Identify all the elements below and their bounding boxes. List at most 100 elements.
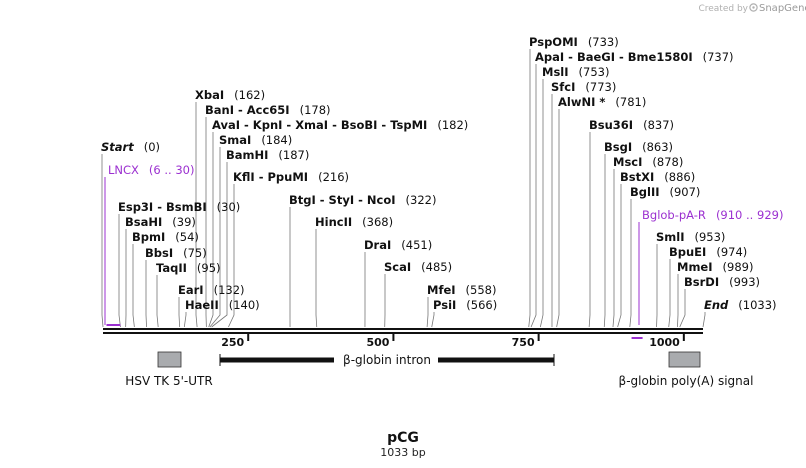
snapgene-branding: Created by SnapGene xyxy=(698,3,806,14)
site-position: (737) xyxy=(703,50,734,64)
site-position: (1033) xyxy=(738,298,776,312)
site-position: (187) xyxy=(278,148,309,162)
site-label-msci: MscI (878) xyxy=(613,155,683,169)
site-name: SfcI xyxy=(551,80,575,94)
site-leader-psii xyxy=(431,312,435,328)
tick-label-250: 250 xyxy=(221,336,244,349)
site-position: (322) xyxy=(406,193,437,207)
site-leader-pspomi xyxy=(528,49,531,328)
site-position: (140) xyxy=(229,298,260,312)
site-label-mmei: MmeI (989) xyxy=(677,260,753,274)
site-leader-bpuei xyxy=(668,259,671,328)
site-position: (75) xyxy=(183,246,207,260)
site-position: (178) xyxy=(300,103,331,117)
site-position: (184) xyxy=(261,133,292,147)
site-label-eari: EarI (132) xyxy=(178,283,245,297)
site-label-kfli-ppumi: KflI - PpuMI (216) xyxy=(233,170,349,184)
site-label-msli: MslI (753) xyxy=(542,65,609,79)
feature-track: HSV TK 5'-UTR β-globin intron β-globin pol… xyxy=(125,351,753,388)
site-leader-msli xyxy=(539,79,544,328)
site-position: (974) xyxy=(716,245,747,259)
site-leader-smai xyxy=(209,147,221,328)
site-position: (907) xyxy=(670,185,701,199)
site-leader-esp3i-bsmbi xyxy=(118,214,121,328)
site-label-mfei: MfeI (558) xyxy=(427,283,496,297)
site-leader-apai-baegi-bme1580i xyxy=(530,64,537,328)
site-label-bsrdi: BsrDI (993) xyxy=(684,275,760,289)
tick-label-1000: 1000 xyxy=(649,336,680,349)
site-position: (953) xyxy=(695,230,726,244)
site-leader-alwni xyxy=(556,109,560,328)
site-label-bsgi: BsgI (863) xyxy=(604,140,673,154)
site-name: BamHI xyxy=(226,148,268,162)
primer-name: LNCX xyxy=(108,163,139,177)
site-leader-haeii xyxy=(183,312,187,328)
site-label-psii: PsiI (566) xyxy=(433,298,497,312)
site-name: BbsI xyxy=(145,246,173,260)
site-label-pspomi: PspOMI (733) xyxy=(529,35,619,49)
site-name: BpmI xyxy=(132,230,165,244)
site-leader-end xyxy=(702,312,706,328)
site-position: (485) xyxy=(421,260,452,274)
site-label-bpuei: BpuEI (974) xyxy=(669,245,747,259)
site-position: (733) xyxy=(588,35,619,49)
feature-box-polya xyxy=(668,351,701,368)
site-label-bani-acc65i: BanI - Acc65I (178) xyxy=(205,103,331,117)
site-name: PspOMI xyxy=(529,35,578,49)
feature-label-polya: β-globin poly(A) signal xyxy=(619,374,754,388)
site-name: SmlI xyxy=(656,230,685,244)
site-name: ApaI - BaeGI - Bme1580I xyxy=(535,50,693,64)
site-leader-msci xyxy=(612,169,615,328)
site-name: BsaHI xyxy=(125,215,162,229)
snapgene-logo-icon xyxy=(749,3,758,12)
site-label-drai: DraI (451) xyxy=(364,238,432,252)
site-name: AlwNI * xyxy=(558,95,605,109)
site-leader-avai-kpni-xmai-bsobi-tspmi xyxy=(208,132,214,328)
site-label-bpmi: BpmI (54) xyxy=(132,230,199,244)
site-label-smli: SmlI (953) xyxy=(656,230,725,244)
site-position: (0) xyxy=(144,140,160,154)
site-label-avai-kpni-xmai-bsobi-tspmi: AvaI - KpnI - XmaI - BsoBI - TspMI (182) xyxy=(212,118,468,132)
primer-name: Bglob-pA-R xyxy=(642,208,706,222)
site-name: BglII xyxy=(630,185,660,199)
site-name: MscI xyxy=(613,155,642,169)
site-label-xbai: XbaI (162) xyxy=(195,88,265,102)
site-leader-taqii xyxy=(156,275,159,328)
site-position: (182) xyxy=(437,118,468,132)
site-name: MmeI xyxy=(677,260,713,274)
site-position: (95) xyxy=(197,261,221,275)
site-name: TaqII xyxy=(156,261,187,275)
tick-label-750: 750 xyxy=(512,336,535,349)
site-leader-bbsi xyxy=(145,260,147,328)
site-name: BanI - Acc65I xyxy=(205,103,290,117)
site-leader-xbai xyxy=(195,102,198,328)
site-name: HaeII xyxy=(185,298,219,312)
site-position: (863) xyxy=(642,140,673,154)
site-label-taqii: TaqII (95) xyxy=(156,261,221,275)
primer-label-lncx: LNCX (6 .. 30) xyxy=(108,163,194,177)
site-position: (54) xyxy=(175,230,199,244)
snapgene-wordmark: SnapGene xyxy=(759,3,806,14)
primer-label-bglob-pa-r: Bglob-pA-R (910 .. 929) xyxy=(642,208,783,222)
site-name: BtgI - StyI - NcoI xyxy=(289,193,396,207)
site-name: Bsu36I xyxy=(589,118,633,132)
site-position: (216) xyxy=(318,170,349,184)
site-name: MfeI xyxy=(427,283,456,297)
site-leader-bglii xyxy=(629,199,632,328)
site-label-alwni: AlwNI * (781) xyxy=(558,95,646,109)
site-position: (558) xyxy=(466,283,497,297)
site-position: (989) xyxy=(723,260,754,274)
site-name: BpuEI xyxy=(669,245,706,259)
site-leader-bsgi xyxy=(603,154,606,328)
feature-label-bg xyxy=(334,351,438,369)
site-position: (837) xyxy=(643,118,674,132)
plasmid-name: pCG xyxy=(387,430,419,446)
dna-backbone xyxy=(103,328,703,334)
site-label-btgi-styi-ncoi: BtgI - StyI - NcoI (322) xyxy=(289,193,436,207)
site-leader-mfei xyxy=(426,297,429,328)
site-position: (753) xyxy=(579,65,610,79)
site-name: AvaI - KpnI - XmaI - BsoBI - TspMI xyxy=(212,118,427,132)
site-label-bsu36i: Bsu36I (837) xyxy=(589,118,674,132)
tick-label-500: 500 xyxy=(366,336,389,349)
site-label-haeii: HaeII (140) xyxy=(185,298,260,312)
